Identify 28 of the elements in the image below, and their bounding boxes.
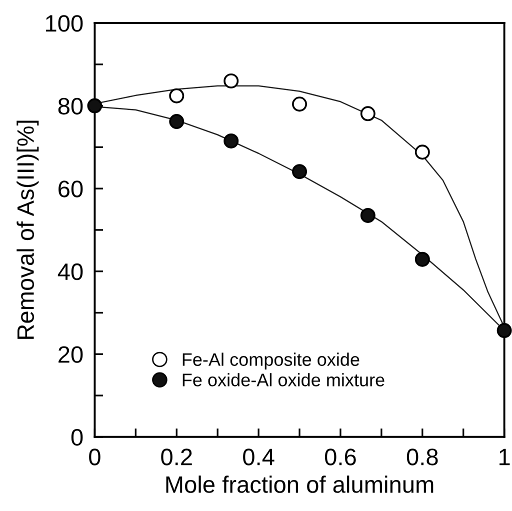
legend-label: Fe oxide-Al oxide mixture (182, 373, 384, 386)
point (496, 323, 512, 338)
x-tick-label: 1 (500, 448, 510, 466)
point (292, 164, 308, 180)
y-tick-label: 100 (46, 15, 83, 32)
y-tick-label: 80 (58, 98, 83, 115)
point (169, 114, 184, 129)
x-tick-label: 0.8 (406, 448, 438, 466)
point (360, 208, 376, 223)
point (224, 133, 239, 148)
point (360, 106, 376, 122)
y-axis-title: Removal of As(III)[%] (16, 120, 39, 339)
y-tick-label: 0 (71, 428, 83, 446)
x-tick-label: 0 (89, 448, 100, 466)
x-tick-label: 0.2 (161, 448, 192, 466)
x-tick-label: 0.6 (324, 448, 356, 466)
x-axis-title: Mole fraction of aluminum (166, 476, 434, 493)
point (169, 88, 184, 104)
point (224, 73, 239, 88)
y-tick-label: 20 (58, 346, 83, 363)
point (292, 96, 308, 112)
legend-label: Fe-Al composite oxide (182, 352, 360, 370)
x-tick-label: 0.4 (243, 448, 274, 466)
y-tick-label: 60 (58, 180, 83, 198)
point (414, 252, 430, 267)
point (87, 98, 102, 114)
y-tick-label: 40 (58, 263, 83, 280)
point (414, 144, 430, 160)
